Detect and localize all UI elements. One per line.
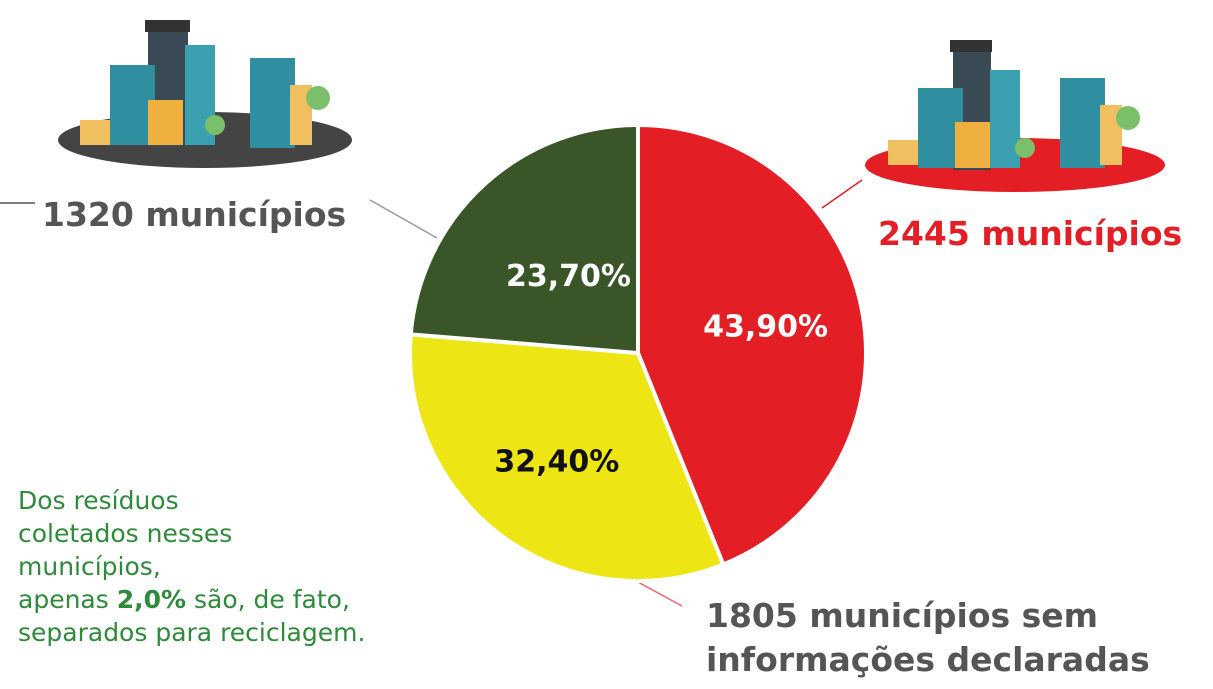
slice-label: 23,70%: [506, 259, 631, 294]
city-left: [58, 20, 352, 168]
slice-label: 32,40%: [494, 445, 619, 480]
leader-line: [821, 179, 863, 209]
leader-line: [369, 199, 438, 239]
slice-label: 43,90%: [703, 310, 828, 345]
annotation: Dos resíduos coletados nesses municípios…: [18, 484, 365, 649]
note-line: apenas 2,0% são, de fato,: [18, 583, 365, 616]
category-label: 1320 municípios: [42, 195, 347, 234]
note-line: municípios,: [18, 552, 161, 581]
category-label: 2445 municípios: [878, 214, 1183, 253]
note-line: separados para reciclagem.: [18, 618, 366, 647]
note-text: são, de fato,: [194, 585, 350, 614]
pie-slice: [636, 122, 868, 568]
city-right: [865, 40, 1165, 192]
category-label: 1805 municípios sem informações declarad…: [706, 596, 1150, 679]
note-text: apenas: [18, 585, 109, 614]
note-line: Dos resíduos: [18, 486, 179, 515]
note-highlight: 2,0%: [116, 585, 187, 614]
pie-slice: [408, 122, 640, 356]
pie-slice: [408, 332, 726, 583]
note-line: coletados nesses: [18, 519, 233, 548]
